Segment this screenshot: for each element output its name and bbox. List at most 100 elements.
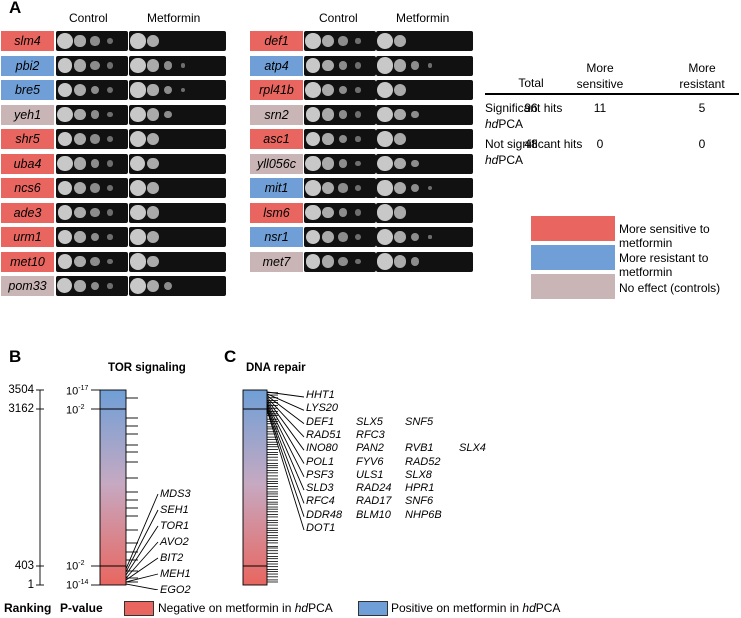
metformin-plate xyxy=(129,276,226,296)
gene-label: yeh1 xyxy=(1,104,54,125)
gene-connector xyxy=(266,398,305,451)
metformin-plate xyxy=(129,80,226,100)
colony-spot xyxy=(90,36,100,46)
panel-label-a: A xyxy=(9,0,22,17)
dna-repair-gene-label: PSF3 xyxy=(306,468,334,481)
metformin-plate xyxy=(376,251,473,272)
metformin-plate xyxy=(129,178,226,198)
dna-repair-gene-label: POL1 xyxy=(306,455,335,468)
colony-spot xyxy=(393,59,407,72)
colony-spot xyxy=(410,257,420,266)
dna-repair-gene-label: RFC3 xyxy=(356,428,385,441)
dna-repair-gene-label: PAN2 xyxy=(356,442,384,455)
gene-label: nsr1 xyxy=(250,227,303,247)
colony-spot xyxy=(354,233,362,241)
gene-connector xyxy=(266,406,305,504)
colony-spot xyxy=(393,181,407,195)
dna-repair-rank-bar-group xyxy=(242,389,305,586)
colony-spot xyxy=(393,83,407,97)
colony-spot xyxy=(305,204,321,221)
control-plate xyxy=(304,251,376,272)
control-plate xyxy=(56,178,128,198)
control-plate xyxy=(304,31,376,51)
colony-spot xyxy=(163,61,173,70)
gene-label: yll056c xyxy=(250,153,303,174)
dna-repair-gene-label: LYS20 xyxy=(306,402,339,415)
colony-spot xyxy=(354,209,362,216)
colony-spot xyxy=(322,59,334,72)
dna-repair-gene-label: HHT1 xyxy=(306,389,335,401)
gene-label: ncs6 xyxy=(1,178,54,198)
colony-spot xyxy=(305,107,321,122)
colony-spot xyxy=(57,33,73,49)
metformin-plate xyxy=(129,251,226,272)
tor-rank-bar-group xyxy=(36,389,159,590)
colony-spot xyxy=(107,234,113,240)
dna-repair-gene-label: DDR48 xyxy=(306,508,343,521)
colony-spot xyxy=(74,231,86,243)
pval-label-lower: 10-2 xyxy=(66,560,85,573)
dna-repair-gene-label: RAD24 xyxy=(356,482,392,495)
legend-swatch-resistant xyxy=(531,245,615,270)
colony-spot xyxy=(147,35,159,47)
colony-spot xyxy=(180,63,186,68)
colony-spot xyxy=(57,180,73,196)
row-label-pca: PCA xyxy=(498,117,524,131)
control-plate xyxy=(56,129,128,149)
pval-label-upper: 10-2 xyxy=(66,404,85,417)
gene-label: urm1 xyxy=(1,227,54,247)
colony-spot xyxy=(338,36,348,46)
colony-spot xyxy=(90,134,100,144)
colony-spot xyxy=(90,159,100,168)
colony-spot xyxy=(338,232,348,242)
colony-spot xyxy=(305,58,321,73)
control-plate xyxy=(56,276,128,296)
th-resistant: More resistant xyxy=(679,61,725,91)
colony-spot xyxy=(321,181,335,195)
colony-spot xyxy=(57,131,73,147)
control-header-left: Control xyxy=(69,11,108,25)
rank-label-1: 1 xyxy=(27,579,34,591)
colony-spot xyxy=(180,87,185,92)
colony-spot xyxy=(90,256,100,267)
gene-connector xyxy=(266,404,305,491)
colony-spot xyxy=(74,206,86,219)
colony-spot xyxy=(130,229,146,245)
colony-spot xyxy=(73,157,87,170)
colony-spot xyxy=(73,83,87,97)
control-plate xyxy=(304,202,376,223)
colony-spot xyxy=(106,86,114,94)
tor-gene-label: BIT2 xyxy=(160,552,184,564)
gene-connector xyxy=(266,402,305,478)
colony-spot xyxy=(322,231,334,243)
legend-swatch-none xyxy=(531,274,615,299)
control-plate xyxy=(304,227,376,247)
colony-spot xyxy=(57,278,73,294)
colony-spot xyxy=(305,155,321,172)
colony-spot xyxy=(107,38,113,44)
control-plate xyxy=(304,104,376,125)
gene-label: bre5 xyxy=(1,80,54,100)
tor-gene-label: MDS3 xyxy=(160,488,191,500)
colony-spot xyxy=(355,38,361,44)
colony-spot xyxy=(129,179,147,197)
colony-spot xyxy=(106,209,114,216)
rank-label-403: 403 xyxy=(14,560,34,572)
colony-spot xyxy=(394,35,406,47)
colony-spot xyxy=(107,283,113,289)
gene-connector xyxy=(266,408,305,517)
colony-spot xyxy=(57,229,73,245)
colony-spot xyxy=(355,258,361,265)
neg-swatch xyxy=(124,601,154,616)
dna-repair-gene-label: SLX5 xyxy=(356,415,383,428)
cell-total: 48 xyxy=(524,137,538,151)
cell-resistant: 0 xyxy=(698,137,706,151)
colony-spot xyxy=(338,110,348,119)
metformin-plate xyxy=(129,227,226,247)
gene-connector xyxy=(125,583,159,590)
colony-spot xyxy=(354,111,361,118)
colony-spot xyxy=(57,205,73,220)
metformin-plate xyxy=(129,129,226,149)
gene-connector xyxy=(266,397,305,438)
th-sensitive: More sensitive xyxy=(576,61,624,91)
